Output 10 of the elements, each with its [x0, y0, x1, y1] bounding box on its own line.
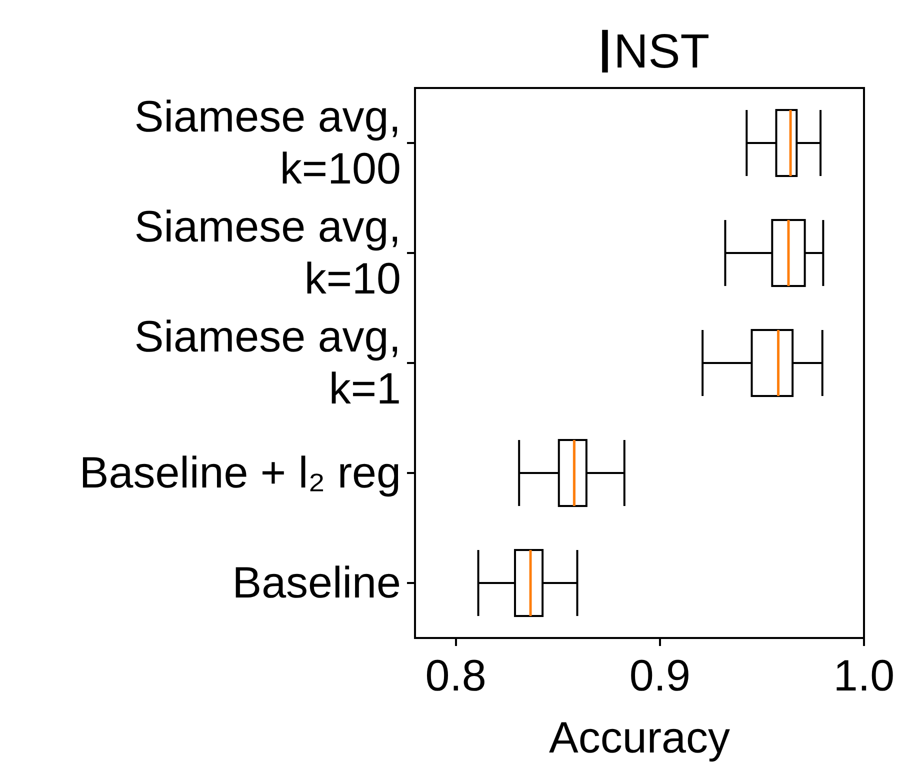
y-tick-label: Baseline + l₂ reg	[79, 448, 401, 498]
y-tick-label: Siamese avg, k=100	[134, 92, 401, 194]
y-tick-label: Siamese avg, k=10	[134, 202, 401, 304]
y-tick-label: Siamese avg, k=1	[134, 312, 401, 414]
x-tick-label: 1.0	[833, 652, 895, 700]
y-tick-label: Baseline	[232, 558, 401, 608]
chart-title: INST	[596, 18, 710, 86]
x-tick-label: 0.8	[425, 652, 486, 700]
x-tick-label: 0.9	[629, 652, 690, 700]
x-axis-title: Accuracy	[549, 714, 730, 762]
